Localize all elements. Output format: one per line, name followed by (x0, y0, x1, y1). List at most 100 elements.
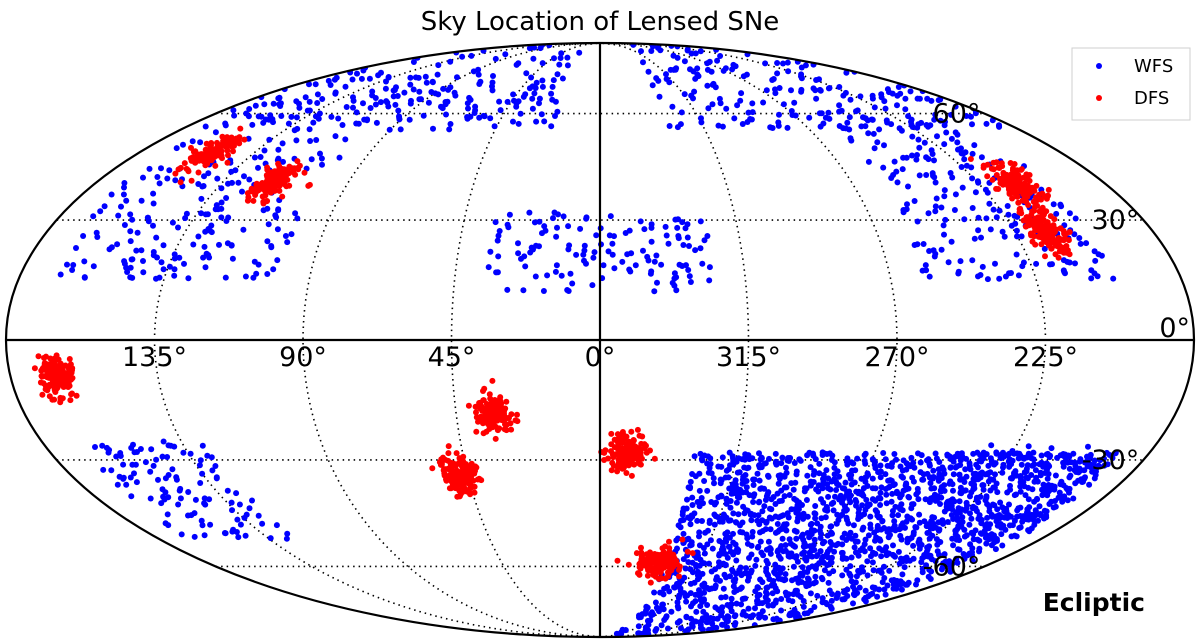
wfs-point (823, 551, 830, 558)
dfs-point (625, 561, 632, 568)
wfs-point (744, 577, 751, 584)
wfs-point (903, 154, 910, 161)
wfs-point (293, 114, 300, 121)
wfs-point (202, 264, 209, 271)
wfs-point (440, 85, 447, 92)
dfs-point (202, 162, 209, 169)
wfs-point (992, 471, 998, 478)
wfs-point (951, 498, 958, 505)
wfs-point (515, 120, 522, 127)
wfs-point (865, 532, 872, 539)
wfs-point (929, 151, 936, 157)
dfs-point (57, 360, 64, 367)
wfs-point (648, 268, 655, 275)
wfs-point (270, 266, 277, 273)
wfs-point (705, 619, 711, 625)
wfs-point (342, 136, 349, 143)
wfs-point (804, 513, 811, 520)
wfs-point (812, 579, 819, 586)
dfs-point (670, 551, 677, 558)
wfs-point (743, 489, 750, 496)
wfs-point (255, 512, 262, 519)
wfs-point (693, 608, 700, 615)
wfs-point (396, 116, 403, 123)
wfs-point (150, 462, 157, 469)
wfs-point (739, 480, 746, 487)
wfs-point (691, 453, 698, 460)
wfs-point (970, 471, 977, 477)
wfs-point (1005, 211, 1012, 218)
wfs-point (201, 243, 208, 250)
wfs-point (834, 468, 841, 475)
wfs-point (992, 546, 999, 553)
wfs-point (196, 462, 203, 469)
wfs-point (781, 521, 788, 528)
wfs-point (131, 470, 137, 477)
wfs-point (998, 531, 1005, 538)
wfs-point (798, 533, 805, 540)
wfs-point (641, 226, 648, 233)
wfs-point (654, 606, 661, 613)
dfs-point (279, 166, 286, 172)
wfs-point (569, 280, 576, 287)
wfs-point (531, 90, 538, 97)
wfs-point (926, 529, 932, 536)
wfs-point (950, 516, 957, 522)
wfs-point (123, 197, 130, 204)
wfs-point (1081, 467, 1088, 474)
dfs-point (990, 159, 997, 166)
wfs-point (391, 87, 398, 93)
dfs-point (218, 141, 225, 148)
dfs-point (1043, 195, 1050, 202)
wfs-point (1086, 481, 1093, 488)
wfs-point (197, 139, 204, 146)
wfs-point (442, 101, 449, 108)
longitude-tick-label: 315° (716, 342, 781, 373)
wfs-point (173, 145, 180, 152)
wfs-point (867, 521, 874, 528)
wfs-point (1070, 495, 1077, 502)
wfs-point (734, 494, 741, 501)
wfs-point (925, 456, 932, 463)
wfs-point (969, 552, 976, 559)
wfs-point (278, 113, 285, 119)
wfs-point (443, 111, 449, 118)
dfs-point (634, 426, 641, 433)
wfs-point (692, 247, 699, 254)
wfs-point (349, 76, 356, 83)
dfs-point (1022, 223, 1029, 230)
wfs-point (881, 563, 887, 570)
dfs-point (244, 197, 251, 204)
wfs-point (780, 101, 787, 108)
wfs-point (648, 48, 655, 54)
wfs-point (332, 133, 339, 140)
wfs-point (682, 565, 689, 572)
wfs-point (883, 491, 890, 498)
wfs-point (716, 559, 722, 566)
wfs-point (310, 119, 317, 126)
dfs-point (235, 138, 242, 145)
wfs-point (201, 173, 207, 180)
wfs-point (920, 476, 927, 483)
dfs-point (1009, 195, 1016, 202)
wfs-point (975, 227, 982, 234)
wfs-point (930, 475, 936, 482)
wfs-point (864, 470, 871, 477)
wfs-point (128, 493, 135, 500)
wfs-point (215, 206, 222, 213)
wfs-point (999, 504, 1006, 511)
dfs-point (472, 463, 479, 470)
wfs-point (941, 470, 948, 477)
wfs-point (171, 443, 178, 450)
wfs-point (1066, 465, 1073, 472)
wfs-point (940, 222, 947, 229)
wfs-point (771, 569, 778, 575)
wfs-point (201, 495, 208, 502)
wfs-point (798, 86, 805, 93)
wfs-point (92, 444, 98, 450)
wfs-point (304, 107, 311, 114)
wfs-point (564, 62, 571, 69)
wfs-point (259, 520, 266, 527)
wfs-point (893, 456, 900, 463)
